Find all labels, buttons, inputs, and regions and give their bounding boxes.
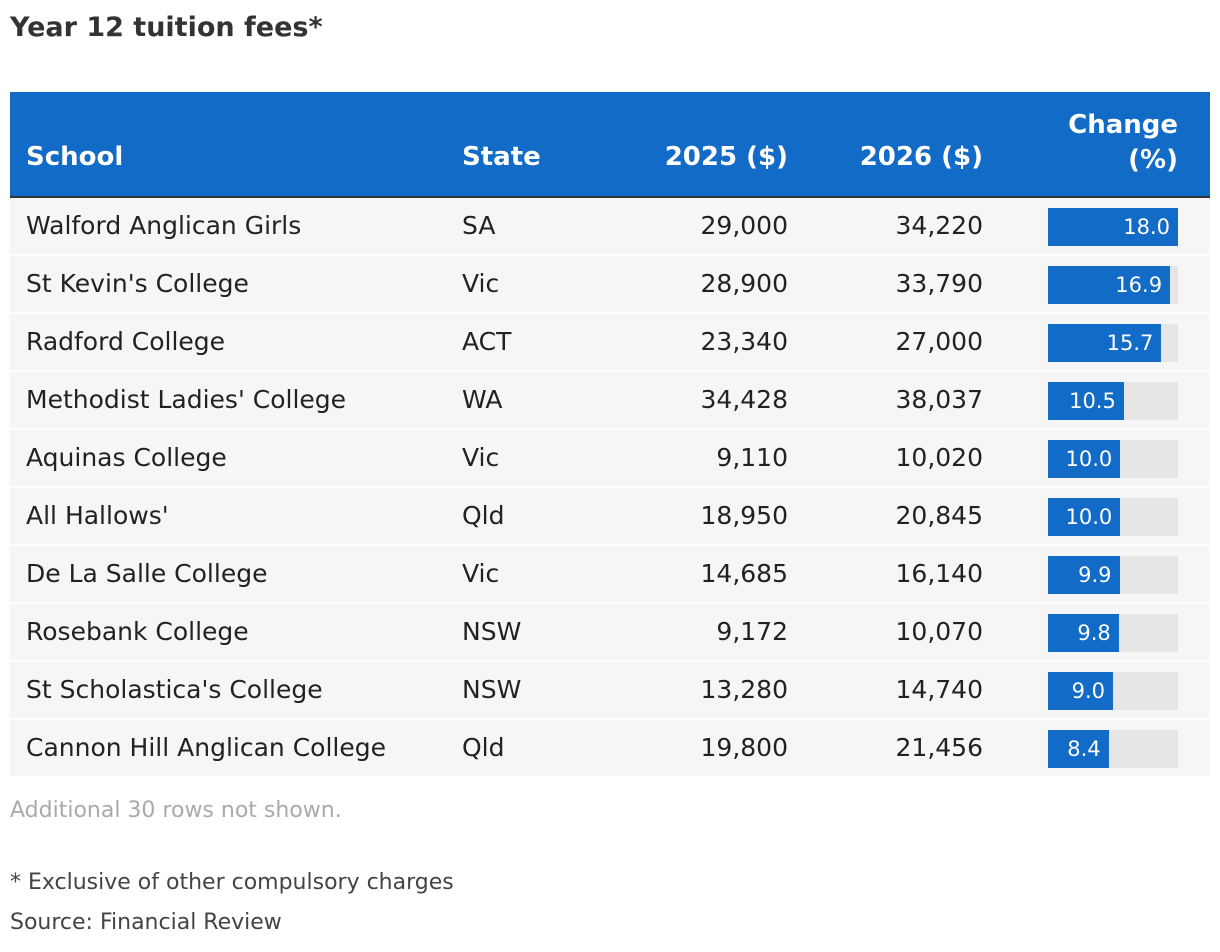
change-bar [1048,614,1119,652]
table-row: St Kevin's College Vic 28,900 33,790 16.9 [10,256,1210,314]
title: Year 12 tuition fees* [10,12,323,43]
change-label: 9.9 [1078,563,1112,587]
table-header: School State 2025 ($) 2026 ($) Change (%) [10,92,1210,200]
change-bar [1048,498,1121,536]
table-row: Aquinas College Vic 9,110 10,020 10.0 [10,430,1210,488]
table-cell: 27,000 [895,327,983,356]
change-label: 9.8 [1077,621,1111,645]
table-cell: St Scholastica's College [26,675,323,704]
table-row: St Scholastica's College NSW 13,280 14,740 9… [10,662,1210,720]
table-cell: WA [462,385,503,414]
change-bar [1048,730,1109,768]
table-cell: 10,020 [895,443,983,472]
table-cell: ACT [462,327,512,356]
table-cell: 14,740 [895,675,983,704]
source: Source: Financial Review [10,910,282,935]
table-note: Additional 30 rows not shown. [10,798,342,823]
change-label: 10.0 [1065,447,1113,471]
table-row: Methodist Ladies' College WA 34,428 38,037 1… [10,372,1210,430]
table-cell: 34,220 [895,211,983,240]
header-cell: State [462,142,541,172]
table-cell: De La Salle College [26,559,268,588]
table-cell: 34,428 [700,385,788,414]
table-cell: NSW [462,675,522,704]
table-cell: Qld [462,733,505,762]
change-bar [1048,556,1120,594]
change-bar [1048,208,1178,246]
change-label: 8.4 [1067,737,1101,761]
table-cell: All Hallows' [26,501,169,530]
table-cell: 23,340 [700,327,788,356]
table-cell: 29,000 [700,211,788,240]
change-label: 16.9 [1115,273,1163,297]
table-cell: Walford Anglican Girls [26,211,302,240]
table-cell: 33,790 [895,269,983,298]
table-row: All Hallows' Qld 18,950 20,845 10.0 [10,488,1210,546]
table-row: Walford Anglican Girls SA 29,000 34,220 18.0 [10,198,1210,256]
header-cell: Change (%) [1068,110,1178,175]
table-cell: 9,110 [716,443,788,472]
table-cell: 14,685 [700,559,788,588]
table-cell: Methodist Ladies' College [26,385,347,414]
table-cell: 16,140 [895,559,983,588]
change-bar [1048,672,1113,710]
table-cell: NSW [462,617,522,646]
table-row: Cannon Hill Anglican College Qld 19,800 21,… [10,720,1210,778]
table-cell: Cannon Hill Anglican College [26,733,386,762]
table-cell: 19,800 [700,733,788,762]
table-cell: 9,172 [716,617,788,646]
change-bar [1048,324,1162,362]
table-cell: 28,900 [700,269,788,298]
table-cell: 18,950 [700,501,788,530]
change-bar [1048,382,1124,420]
change-label: 18.0 [1123,215,1170,239]
change-bar [1048,266,1171,304]
change-label: 10.0 [1065,505,1113,529]
header-cell: 2026 ($) [859,142,983,172]
table-cell: Qld [462,501,505,530]
table-cell: SA [462,211,496,240]
table-cell: Vic [462,559,500,588]
footnote: * Exclusive of other compulsory charges [10,870,454,895]
table-cell: Vic [462,443,500,472]
table-row: Radford College ACT 23,340 27,000 15.7 [10,314,1210,372]
table-cell: 21,456 [895,733,983,762]
header-cell: School [26,142,124,172]
table-row: Rosebank College NSW 9,172 10,070 9.8 [10,604,1210,662]
table-cell: St Kevin's College [26,269,249,298]
table-cell: Vic [462,269,500,298]
table-cell: 10,070 [895,617,983,646]
change-label: 10.5 [1069,389,1116,413]
table-row: De La Salle College Vic 14,685 16,140 9.9 [10,546,1210,604]
change-label: 15.7 [1106,331,1154,355]
header-cell: 2025 ($) [664,142,788,172]
change-bar [1048,440,1121,478]
change-label: 9.0 [1071,679,1105,703]
table-cell: 13,280 [700,675,788,704]
table-cell: Radford College [26,327,226,356]
table-cell: 20,845 [895,501,983,530]
table-cell: 38,037 [895,385,983,414]
table-cell: Aquinas College [26,443,227,472]
table-cell: Rosebank College [26,617,249,646]
